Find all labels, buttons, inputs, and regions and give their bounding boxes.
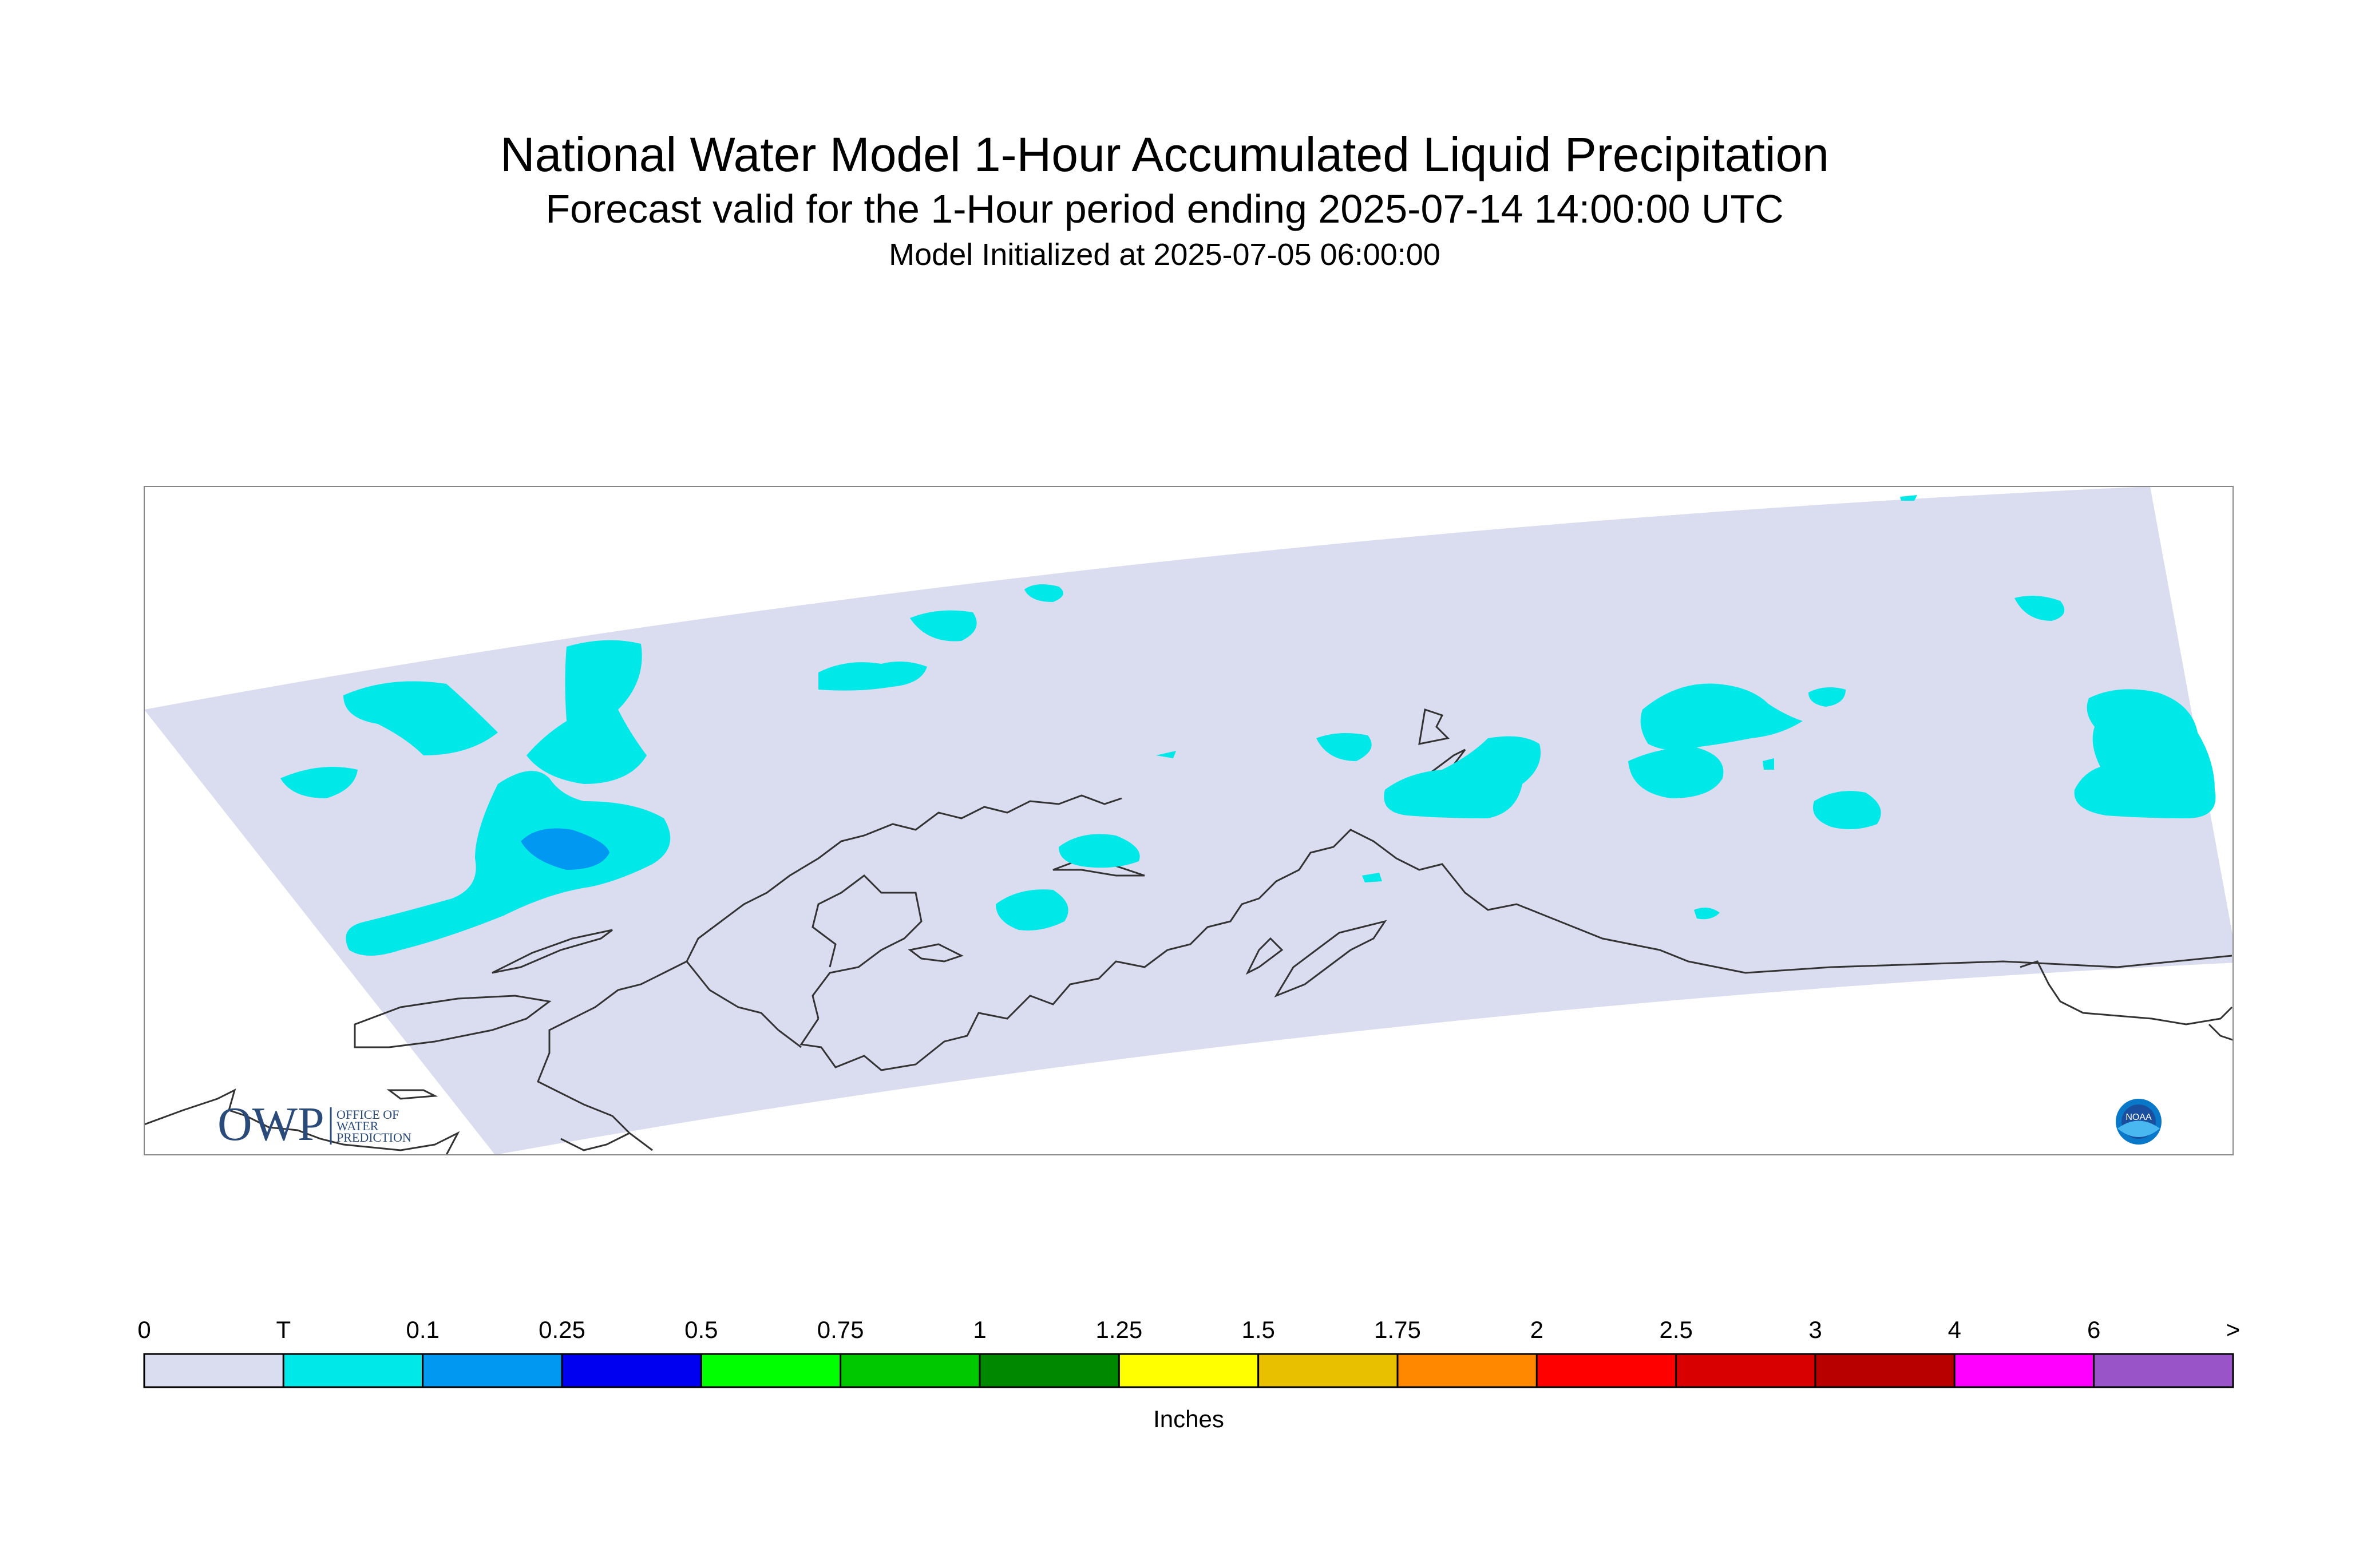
- legend-tick-label: 3: [1808, 1316, 1822, 1343]
- legend-color-box: [1814, 1353, 1956, 1388]
- owp-sub-2: WATER: [337, 1119, 379, 1133]
- legend-tick-label: 6: [2087, 1316, 2100, 1343]
- legend-color-box: [143, 1353, 284, 1388]
- coastline-lines: [144, 708, 2233, 1155]
- legend-color-box: [1118, 1353, 1260, 1388]
- legend-color-box: [1953, 1353, 2095, 1388]
- legend-color-box: [1396, 1353, 1538, 1388]
- owp-logo-text: OWP: [217, 1098, 324, 1151]
- legend-tick-label: >: [2226, 1316, 2241, 1343]
- legend-tick-label: 4: [1948, 1316, 1961, 1343]
- legend-color-box: [840, 1353, 981, 1388]
- map-title: National Water Model 1-Hour Accumulated …: [500, 128, 1830, 181]
- legend-tick-label: 1.75: [1374, 1316, 1421, 1343]
- legend-tick-label: 1.25: [1095, 1316, 1142, 1343]
- map-frame: [144, 486, 2234, 1155]
- model-init-subtitle: Model Initialized at 2025-07-05 06:00:00: [889, 237, 1440, 272]
- legend-tick-label: 0.25: [539, 1316, 585, 1343]
- legend-color-box: [700, 1353, 842, 1388]
- legend-color-box: [561, 1353, 702, 1388]
- legend-color-box: [2093, 1353, 2234, 1388]
- legend-color-box: [1535, 1353, 1677, 1388]
- legend-color-box: [979, 1353, 1120, 1388]
- noaa-logo-text: NOAA: [2125, 1112, 2152, 1122]
- legend-color-box: [1675, 1353, 1816, 1388]
- legend-color-box: [282, 1353, 424, 1388]
- model-domain-area: [144, 486, 2233, 1155]
- legend-tick-label: T: [276, 1316, 291, 1343]
- legend-tick-label: 2: [1530, 1316, 1543, 1343]
- legend-color-box: [422, 1353, 563, 1388]
- legend-tick-label: 0: [137, 1316, 151, 1343]
- noaa-logo: NOAA: [2116, 1099, 2162, 1145]
- legend-tick-label: 2.5: [1659, 1316, 1692, 1343]
- owp-sub-1: OFFICE OF: [337, 1107, 399, 1122]
- light-precip-area: [521, 828, 609, 870]
- owp-sub-3: PREDICTION: [337, 1130, 411, 1145]
- legend-tick-label: 1: [973, 1316, 986, 1343]
- legend-tick-label: 1.5: [1241, 1316, 1274, 1343]
- forecast-valid-subtitle: Forecast valid for the 1-Hour period end…: [545, 187, 1784, 231]
- legend-tick-label: 0.5: [684, 1316, 718, 1343]
- legend-tick-label: 0.1: [406, 1316, 439, 1343]
- legend-color-box: [1257, 1353, 1399, 1388]
- legend-unit-label: Inches: [1153, 1405, 1224, 1432]
- trace-precip-areas: [280, 495, 2216, 956]
- owp-logo: OWP OFFICE OF WATER PREDICTION: [217, 1098, 411, 1151]
- legend-tick-label: 0.75: [817, 1316, 864, 1343]
